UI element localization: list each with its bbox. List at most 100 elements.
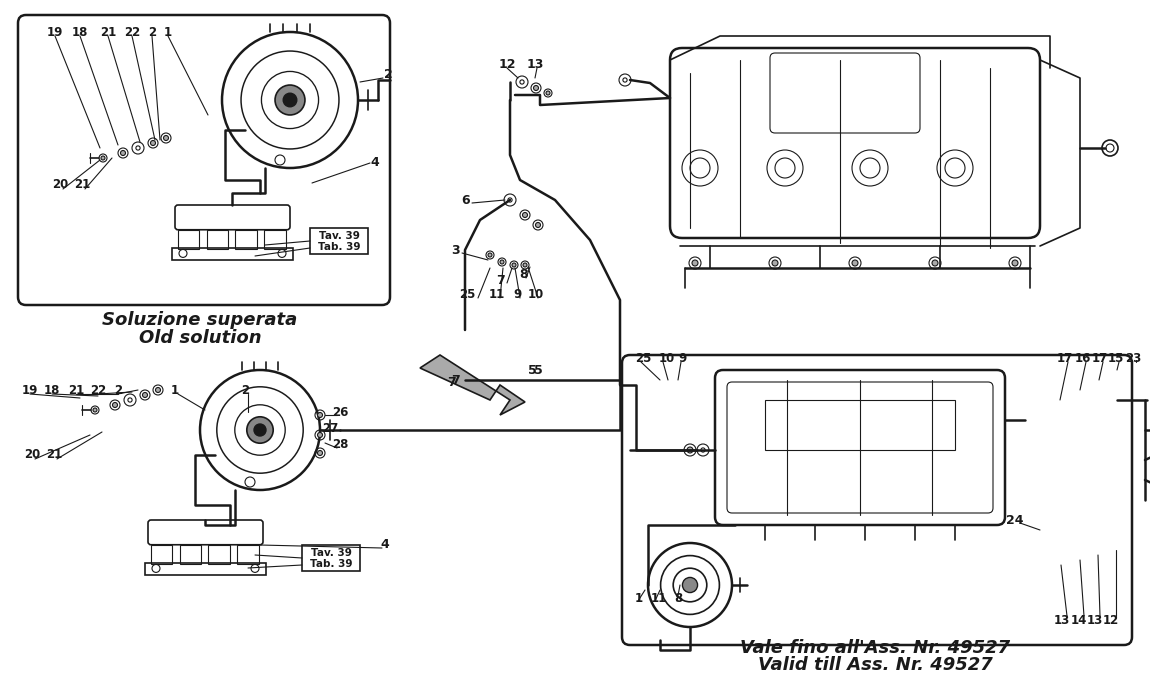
- Bar: [179, 545, 201, 564]
- Text: 21: 21: [100, 25, 116, 38]
- Text: 19: 19: [47, 25, 63, 38]
- Text: Tav. 39: Tav. 39: [310, 548, 352, 558]
- Circle shape: [488, 253, 492, 257]
- Text: 15: 15: [1107, 352, 1125, 365]
- Circle shape: [522, 212, 528, 217]
- Text: 23: 23: [1125, 352, 1141, 365]
- Bar: [236, 229, 256, 249]
- Circle shape: [101, 156, 105, 160]
- Bar: [208, 545, 230, 564]
- Text: 24: 24: [1006, 514, 1024, 527]
- Bar: [302, 545, 360, 571]
- Text: 6: 6: [461, 193, 470, 206]
- Text: 7: 7: [497, 273, 505, 286]
- Text: 2: 2: [384, 68, 392, 81]
- Circle shape: [682, 577, 698, 593]
- Circle shape: [113, 402, 117, 408]
- Text: Tab. 39: Tab. 39: [317, 242, 360, 252]
- Bar: [172, 248, 293, 260]
- Text: 2: 2: [148, 25, 156, 38]
- Circle shape: [692, 260, 698, 266]
- Text: 1: 1: [171, 383, 179, 397]
- Circle shape: [317, 451, 322, 456]
- Text: 2: 2: [242, 383, 250, 397]
- Text: 21: 21: [74, 178, 90, 191]
- Text: Tab. 39: Tab. 39: [309, 559, 352, 569]
- Text: 13: 13: [1053, 613, 1071, 626]
- Text: 10: 10: [659, 352, 675, 365]
- Circle shape: [534, 85, 538, 91]
- Text: 1: 1: [164, 25, 172, 38]
- Text: 26: 26: [332, 406, 348, 419]
- Bar: [765, 400, 954, 450]
- Circle shape: [163, 135, 169, 141]
- Text: 8: 8: [674, 591, 682, 604]
- Text: 21: 21: [68, 383, 84, 397]
- Circle shape: [536, 223, 540, 227]
- Text: 17: 17: [1091, 352, 1109, 365]
- Text: 9: 9: [514, 288, 522, 301]
- Text: 12: 12: [498, 59, 515, 72]
- Text: 13: 13: [1087, 613, 1103, 626]
- Text: Valid till Ass. Nr. 49527: Valid till Ass. Nr. 49527: [758, 656, 992, 674]
- Bar: [151, 545, 172, 564]
- Polygon shape: [420, 355, 526, 415]
- Bar: [264, 229, 285, 249]
- Text: 7: 7: [451, 374, 459, 387]
- Text: 28: 28: [332, 438, 348, 451]
- Circle shape: [93, 408, 97, 412]
- Circle shape: [247, 417, 274, 443]
- Text: 18: 18: [44, 383, 60, 397]
- Circle shape: [275, 85, 305, 115]
- Bar: [237, 545, 259, 564]
- Circle shape: [254, 424, 266, 436]
- Circle shape: [317, 413, 322, 417]
- Text: 8: 8: [520, 268, 528, 281]
- Text: 11: 11: [489, 288, 505, 301]
- Text: 22: 22: [124, 25, 140, 38]
- Text: 27: 27: [322, 421, 338, 434]
- Circle shape: [772, 260, 779, 266]
- Text: 25: 25: [460, 288, 476, 301]
- Circle shape: [155, 387, 161, 393]
- Bar: [145, 563, 266, 575]
- Circle shape: [546, 91, 550, 95]
- Text: 4: 4: [370, 156, 380, 169]
- Bar: [178, 229, 199, 249]
- Circle shape: [283, 93, 297, 107]
- Text: 21: 21: [46, 449, 62, 462]
- Bar: [207, 229, 228, 249]
- Circle shape: [317, 432, 322, 438]
- Circle shape: [932, 260, 938, 266]
- Text: 9: 9: [678, 352, 687, 365]
- Text: 18: 18: [71, 25, 89, 38]
- Text: Soluzione superata: Soluzione superata: [102, 311, 298, 329]
- Circle shape: [1012, 260, 1018, 266]
- Circle shape: [687, 447, 693, 453]
- Circle shape: [500, 260, 504, 264]
- Text: 5: 5: [534, 363, 543, 376]
- Text: 12: 12: [1103, 613, 1119, 626]
- Text: 22: 22: [90, 383, 106, 397]
- Text: 14: 14: [1071, 613, 1087, 626]
- Text: 7: 7: [447, 376, 457, 389]
- Circle shape: [512, 263, 516, 267]
- Text: 1: 1: [635, 591, 643, 604]
- Text: 20: 20: [52, 178, 68, 191]
- Text: Old solution: Old solution: [139, 329, 261, 347]
- Text: 3: 3: [451, 244, 460, 257]
- Circle shape: [151, 141, 155, 145]
- Text: 11: 11: [651, 591, 667, 604]
- Text: 13: 13: [527, 59, 544, 72]
- Circle shape: [852, 260, 858, 266]
- Text: Tav. 39: Tav. 39: [319, 232, 360, 241]
- Circle shape: [143, 393, 147, 398]
- Text: 20: 20: [24, 449, 40, 462]
- Bar: [310, 228, 368, 254]
- Text: 25: 25: [635, 352, 651, 365]
- Circle shape: [523, 263, 527, 267]
- Text: Vale fino all'Ass. Nr. 49527: Vale fino all'Ass. Nr. 49527: [739, 639, 1010, 657]
- Text: 17: 17: [1057, 352, 1073, 365]
- Text: 10: 10: [528, 288, 544, 301]
- Text: 5: 5: [528, 363, 536, 376]
